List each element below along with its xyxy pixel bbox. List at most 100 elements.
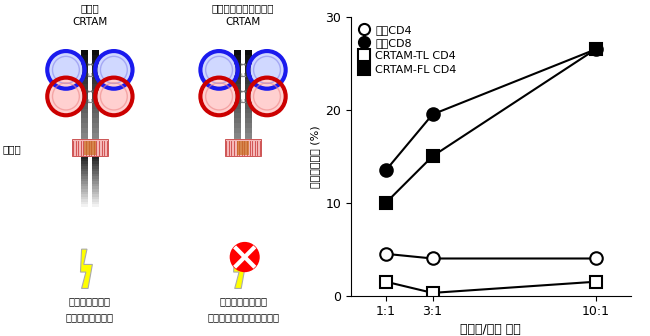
正常CD4	[428, 256, 436, 260]
Bar	[81, 138, 88, 143]
Text: 細胞膜: 細胞膜	[3, 144, 21, 155]
Bar	[81, 181, 88, 184]
Bar	[92, 133, 99, 138]
Bar	[92, 189, 99, 192]
Bar	[234, 99, 241, 104]
Bar	[81, 79, 88, 85]
Y-axis label: 細胞傷害活性 (%): 細胞傷害活性 (%)	[310, 125, 320, 187]
Bar	[81, 166, 88, 169]
Bar	[92, 60, 99, 65]
Circle shape	[251, 54, 283, 86]
X-axis label: キラー/標的 比率: キラー/標的 比率	[460, 323, 521, 336]
Bar	[81, 70, 88, 75]
正常CD4	[592, 256, 599, 260]
Bar	[81, 60, 88, 65]
Bar	[81, 94, 88, 99]
Bar	[84, 141, 96, 155]
CRTAM-TL CD4	[592, 280, 599, 284]
Text: 刺激が伝達されず: 刺激が伝達されず	[219, 296, 267, 306]
Bar	[81, 118, 88, 124]
Circle shape	[231, 243, 259, 271]
Bar	[244, 50, 252, 55]
Bar	[92, 65, 99, 70]
Bar	[234, 109, 241, 114]
Bar	[234, 104, 241, 109]
Bar	[92, 169, 99, 171]
正常CD8	[428, 113, 436, 117]
Text: 細胞内領域が欠失した: 細胞内領域が欠失した	[212, 3, 274, 13]
Bar	[92, 99, 99, 104]
Bar	[234, 75, 241, 80]
Bar	[244, 118, 252, 124]
Bar	[92, 176, 99, 179]
Bar	[92, 204, 99, 207]
Bar	[234, 143, 241, 148]
Bar	[92, 84, 99, 89]
Bar	[244, 104, 252, 109]
Bar	[81, 169, 88, 171]
Bar	[92, 50, 99, 55]
Bar	[92, 199, 99, 202]
Bar	[81, 201, 88, 204]
Bar	[92, 109, 99, 114]
Line: 正常CD4: 正常CD4	[380, 248, 602, 265]
Bar	[234, 128, 241, 133]
Text: S S: S S	[240, 63, 246, 67]
Bar	[81, 186, 88, 189]
Bar	[234, 70, 241, 75]
Circle shape	[203, 80, 235, 113]
Circle shape	[98, 80, 130, 113]
Text: 完全な: 完全な	[81, 3, 99, 13]
Bar	[92, 94, 99, 99]
Line: CRTAM-TL CD4: CRTAM-TL CD4	[380, 276, 602, 299]
Bar	[81, 176, 88, 179]
Bar	[92, 70, 99, 75]
Bar	[244, 109, 252, 114]
Circle shape	[50, 54, 82, 86]
Bar	[81, 84, 88, 89]
Bar	[244, 99, 252, 104]
CRTAM-TL CD4	[428, 291, 436, 295]
Bar	[244, 114, 252, 119]
Bar	[244, 94, 252, 99]
Bar	[234, 79, 241, 85]
Bar	[81, 199, 88, 202]
Bar	[92, 143, 99, 148]
Bar	[81, 196, 88, 199]
Text: S S: S S	[86, 73, 93, 77]
Bar	[244, 65, 252, 70]
Bar	[81, 123, 88, 128]
CRTAM-FL CD4	[592, 47, 599, 51]
Bar	[81, 179, 88, 181]
Bar	[81, 114, 88, 119]
Bar	[92, 138, 99, 143]
Text: 刺激が伝達され: 刺激が伝達され	[69, 296, 111, 306]
Bar	[244, 89, 252, 94]
Bar	[92, 166, 99, 169]
Circle shape	[98, 54, 130, 86]
Bar	[81, 171, 88, 174]
Bar	[81, 55, 88, 60]
Line: 正常CD8: 正常CD8	[380, 43, 602, 176]
Bar	[81, 159, 88, 161]
Bar	[234, 60, 241, 65]
Bar	[81, 104, 88, 109]
Bar	[81, 65, 88, 70]
Bar	[92, 161, 99, 164]
Bar	[81, 50, 88, 55]
Line: CRTAM-FL CD4: CRTAM-FL CD4	[380, 43, 602, 209]
Bar	[234, 94, 241, 99]
Bar	[81, 204, 88, 207]
正常CD4	[382, 252, 390, 256]
CRTAM-FL CD4	[382, 201, 390, 205]
Bar	[234, 123, 241, 128]
Text: S S: S S	[86, 90, 93, 94]
Bar	[92, 79, 99, 85]
Bar	[92, 55, 99, 60]
CRTAM-TL CD4	[382, 280, 390, 284]
Bar	[234, 84, 241, 89]
Bar	[81, 161, 88, 164]
Bar	[92, 184, 99, 186]
Text: S S: S S	[240, 90, 246, 94]
Text: S S: S S	[240, 99, 246, 103]
